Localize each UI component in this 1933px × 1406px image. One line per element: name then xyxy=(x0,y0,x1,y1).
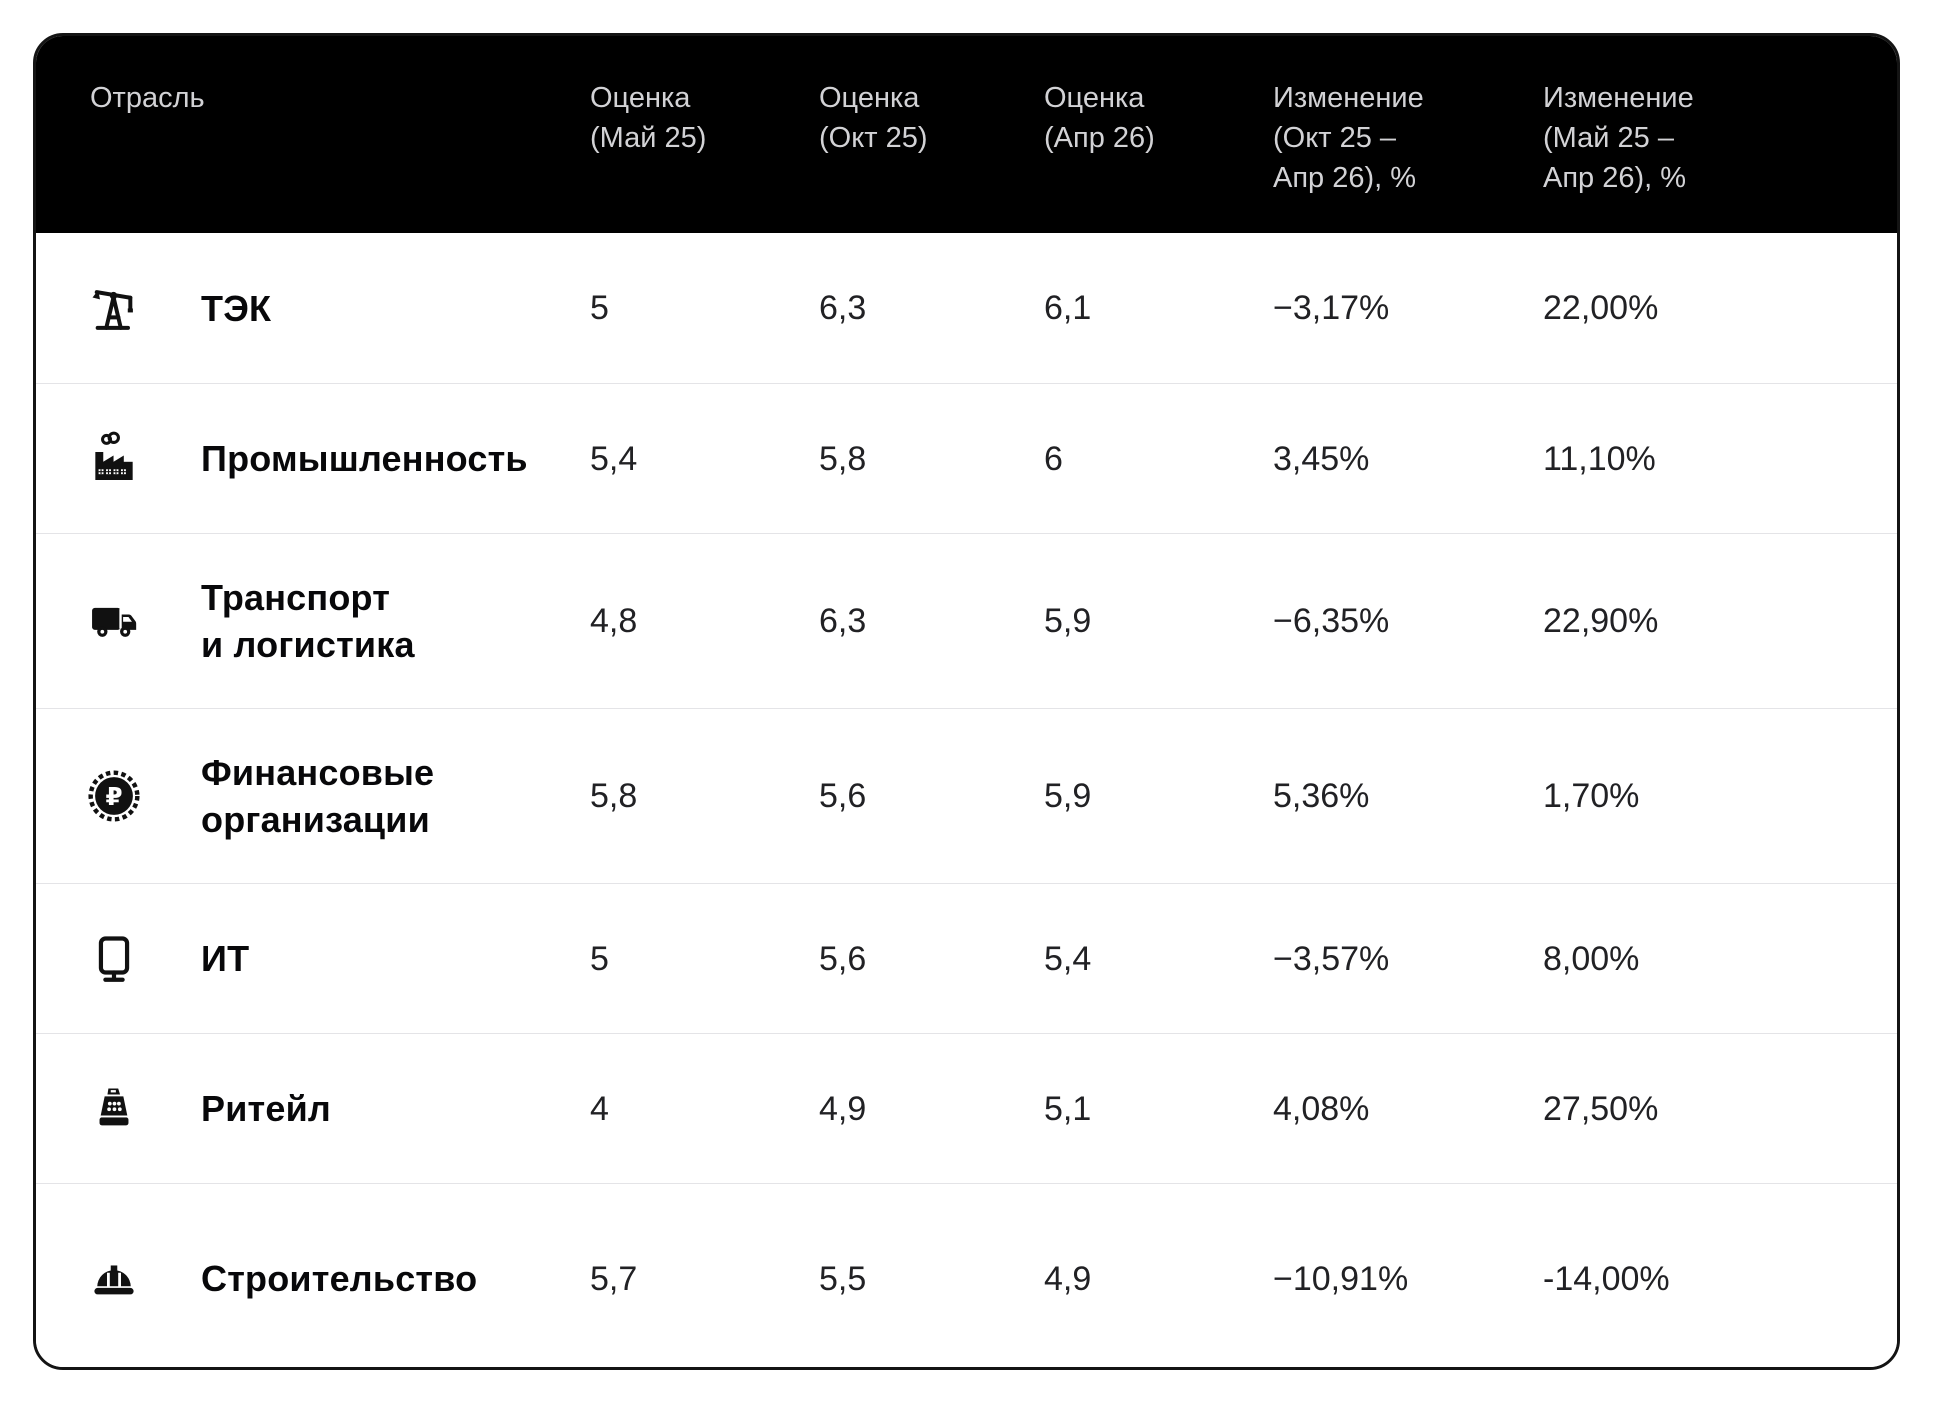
score-oct25: 5,6 xyxy=(819,939,867,978)
table-row: Ритейл 4 4,9 5,1 4,08% 27,50% xyxy=(36,1033,1897,1183)
change-may-apr: 8,00% xyxy=(1543,939,1640,978)
table-header: Отрасль Оценка (Май 25) Оценка (Окт 25) … xyxy=(36,36,1897,233)
change-oct-apr: 4,08% xyxy=(1273,1089,1370,1128)
score-apr26: 6 xyxy=(1044,439,1063,478)
industry-label: Строительство xyxy=(201,1258,478,1299)
score-oct25: 6,3 xyxy=(819,602,867,640)
score-apr26: 6,1 xyxy=(1044,289,1092,327)
score-may25: 5,8 xyxy=(590,777,638,815)
factory-icon xyxy=(86,431,201,487)
industry-label: Промышленность xyxy=(201,438,528,479)
score-may25: 5,4 xyxy=(590,439,638,478)
industry-label: Финансовые организации xyxy=(201,752,435,840)
table-row: ₽ Финансовые организации 5,8 5,6 5,9 5,3… xyxy=(36,708,1897,883)
score-may25: 4 xyxy=(590,1089,609,1128)
score-may25: 5 xyxy=(590,289,609,327)
score-may25: 5,7 xyxy=(590,1259,638,1298)
column-header-change-oct25-apr26: Изменение (Окт 25 – Апр 26), % xyxy=(1273,82,1424,194)
truck-icon xyxy=(86,593,201,649)
score-apr26: 5,9 xyxy=(1044,777,1092,815)
hard-hat-icon xyxy=(86,1251,201,1307)
score-apr26: 4,9 xyxy=(1044,1259,1092,1298)
column-header-score-apr26: Оценка (Апр 26) xyxy=(1044,82,1155,154)
change-may-apr: 22,90% xyxy=(1543,602,1659,640)
industry-label: Ритейл xyxy=(201,1088,331,1129)
change-oct-apr: −3,57% xyxy=(1273,939,1390,978)
change-may-apr: 1,70% xyxy=(1543,777,1640,815)
table-row: Промышленность 5,4 5,8 6 3,45% 11,10% xyxy=(36,383,1897,533)
table-row: ТЭК 5 6,3 6,1 −3,17% 22,00% xyxy=(36,233,1897,383)
svg-text:₽: ₽ xyxy=(105,782,122,811)
table-row: Транспорт и логистика 4,8 6,3 5,9 −6,35%… xyxy=(36,533,1897,708)
change-oct-apr: −3,17% xyxy=(1273,289,1390,327)
industry-ratings-table: Отрасль Оценка (Май 25) Оценка (Окт 25) … xyxy=(33,33,1900,1370)
oil-pump-icon xyxy=(86,280,201,336)
cash-register-icon xyxy=(86,1081,201,1137)
change-oct-apr: 5,36% xyxy=(1273,777,1370,815)
score-apr26: 5,9 xyxy=(1044,602,1092,640)
ruble-coin-icon: ₽ xyxy=(86,768,201,824)
change-oct-apr: 3,45% xyxy=(1273,439,1370,478)
change-may-apr: 22,00% xyxy=(1543,289,1659,327)
score-may25: 4,8 xyxy=(590,602,638,640)
score-oct25: 5,8 xyxy=(819,439,867,478)
industry-label: Транспорт и логистика xyxy=(201,577,415,665)
score-oct25: 5,5 xyxy=(819,1259,867,1298)
change-may-apr: -14,00% xyxy=(1543,1259,1670,1298)
change-oct-apr: −6,35% xyxy=(1273,602,1390,640)
score-may25: 5 xyxy=(590,939,609,978)
score-apr26: 5,1 xyxy=(1044,1089,1092,1128)
column-header-change-may25-apr26: Изменение (Май 25 – Апр 26), % xyxy=(1543,82,1694,194)
column-header-score-oct25: Оценка (Окт 25) xyxy=(819,82,928,154)
industry-label: ИТ xyxy=(201,938,250,979)
table-row: ИТ 5 5,6 5,4 −3,57% 8,00% xyxy=(36,883,1897,1033)
score-oct25: 6,3 xyxy=(819,289,867,327)
column-header-score-may25: Оценка (Май 25) xyxy=(590,82,707,154)
table-row: Строительство 5,7 5,5 4,9 −10,91% -14,00… xyxy=(36,1183,1897,1367)
score-apr26: 5,4 xyxy=(1044,939,1092,978)
score-oct25: 5,6 xyxy=(819,777,867,815)
change-oct-apr: −10,91% xyxy=(1273,1259,1409,1298)
industry-label: ТЭК xyxy=(201,287,272,329)
score-oct25: 4,9 xyxy=(819,1089,867,1128)
monitor-icon xyxy=(86,931,201,987)
column-header-industry: Отрасль xyxy=(90,82,205,114)
change-may-apr: 11,10% xyxy=(1543,439,1656,478)
change-may-apr: 27,50% xyxy=(1543,1089,1659,1128)
